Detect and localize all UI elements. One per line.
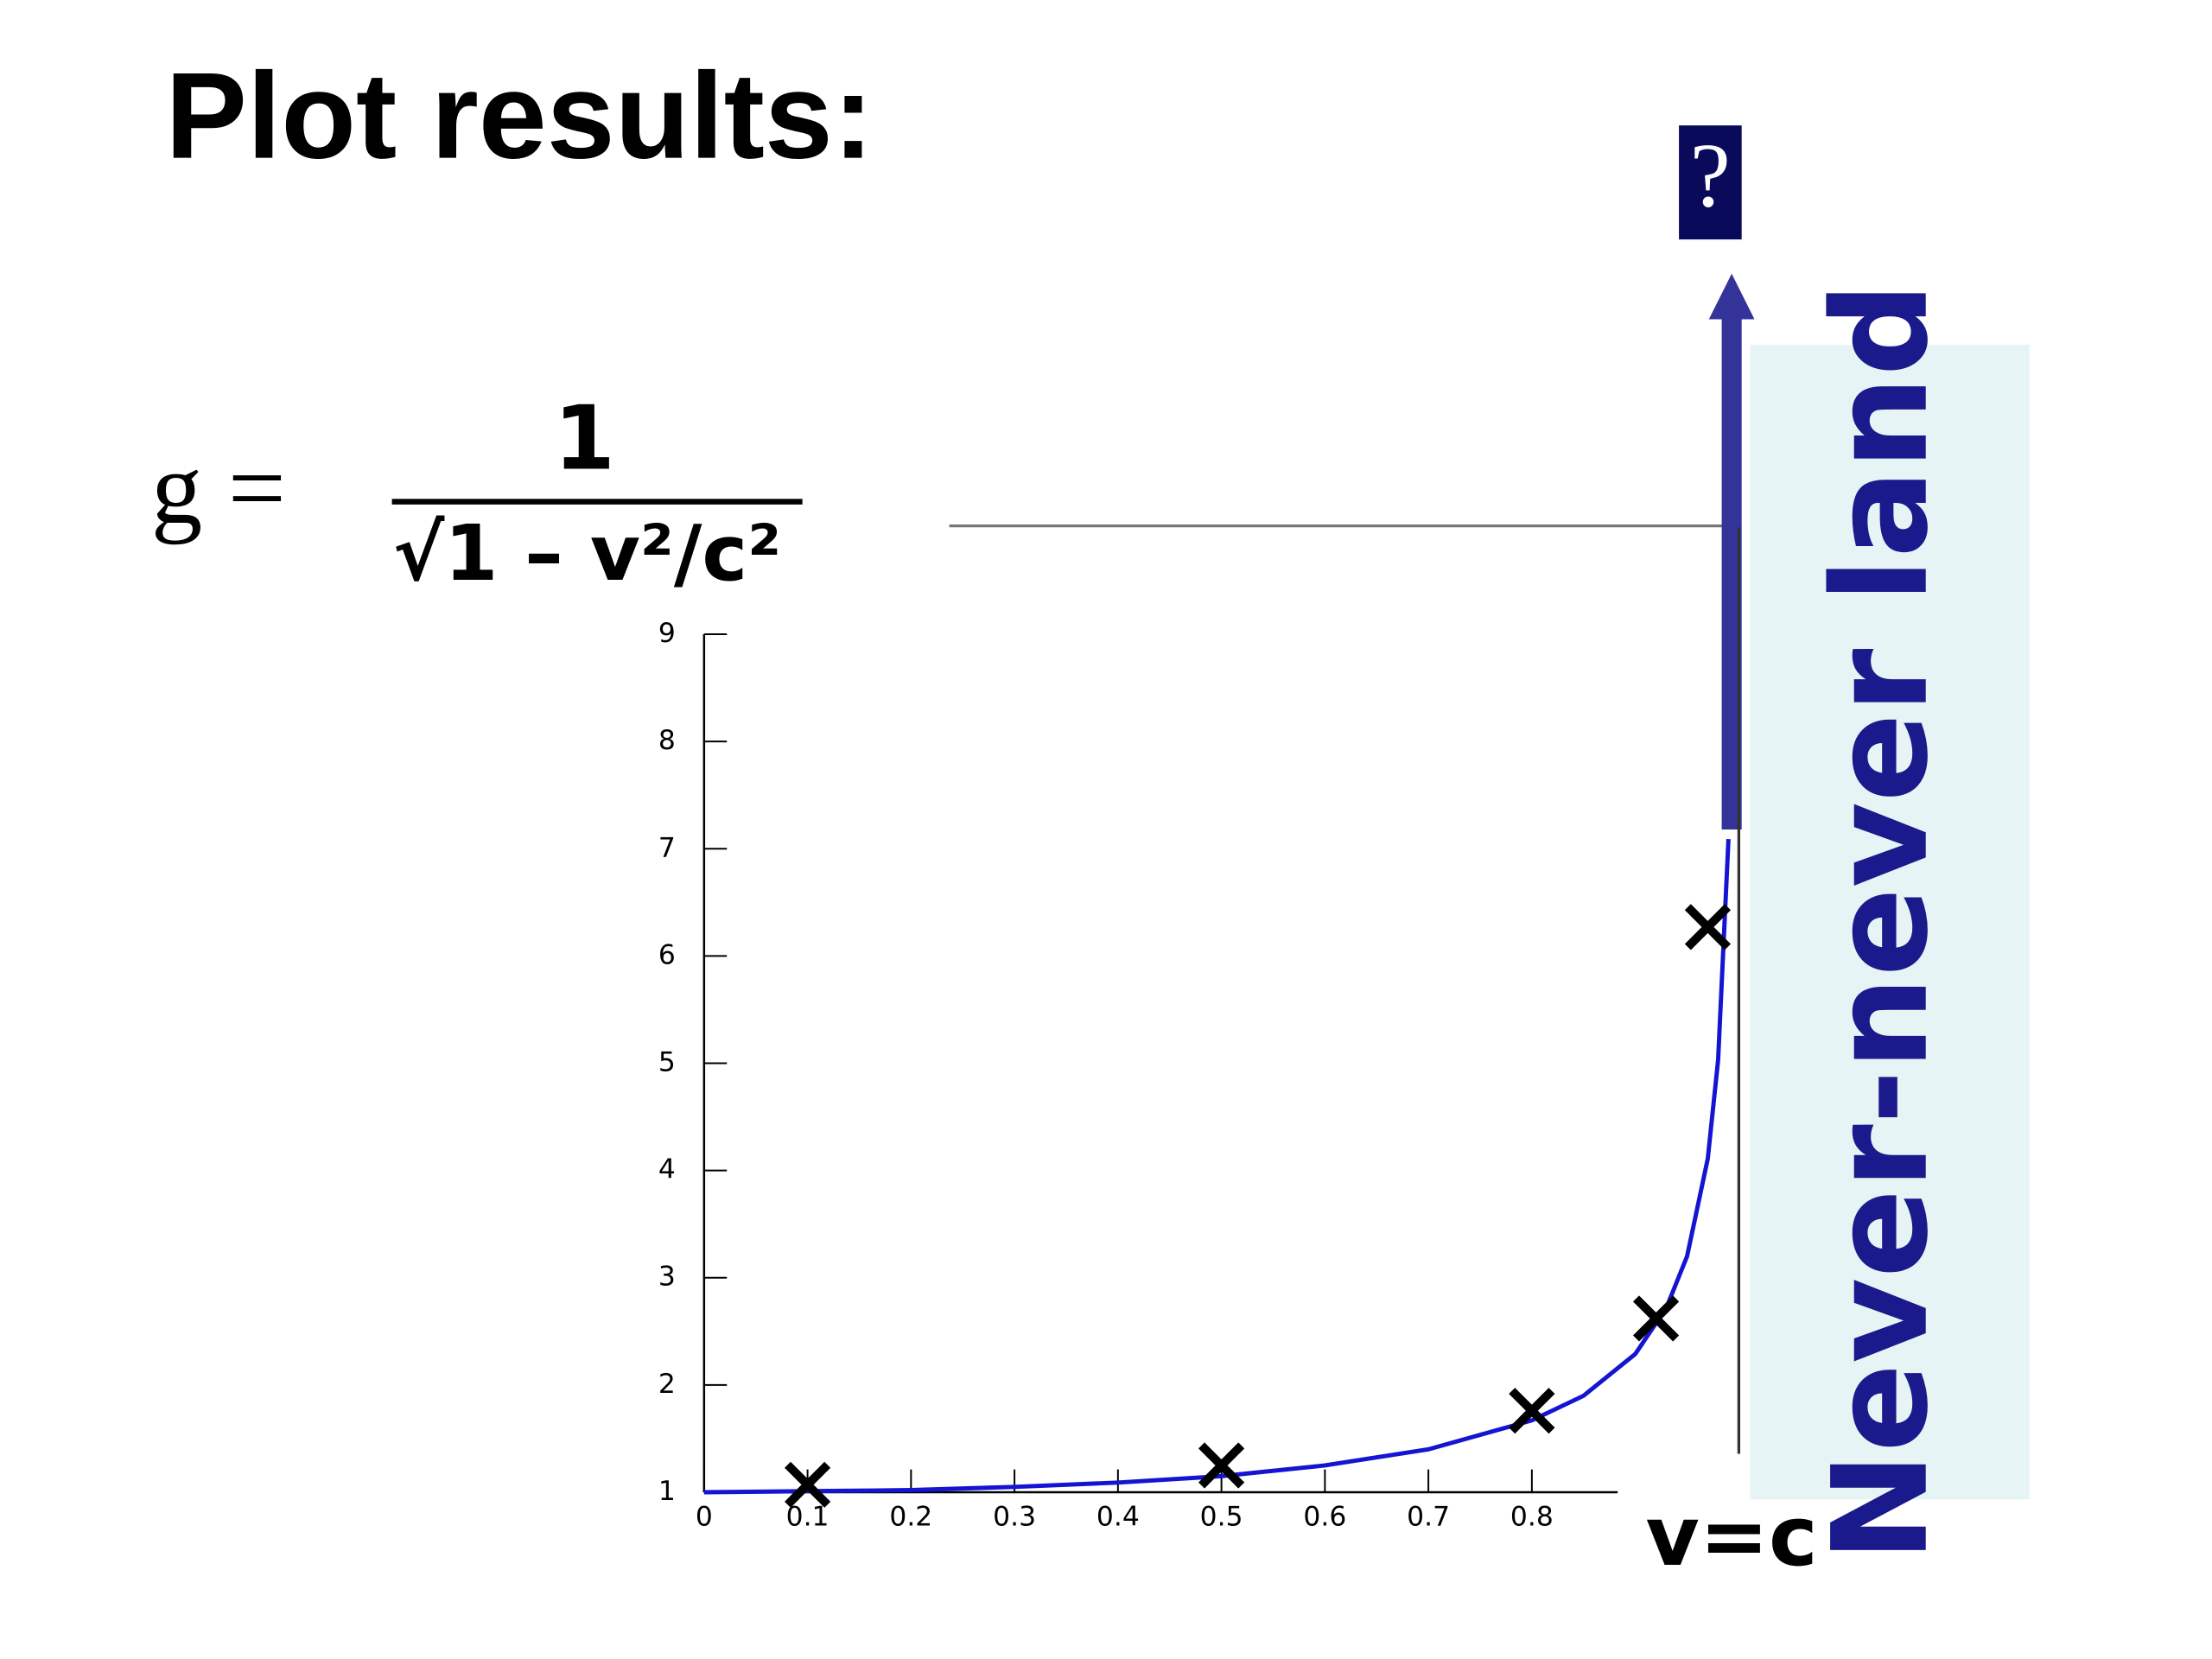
x-tick-label: 0.6 — [1303, 1502, 1346, 1533]
formula-denominator: √1 – v²/c² — [393, 509, 781, 599]
curve — [703, 838, 1731, 1495]
formula-lhs: g = — [151, 431, 286, 545]
y-tick-label: 5 — [658, 1047, 676, 1078]
y-tick-label: 4 — [658, 1154, 676, 1185]
data-point — [1632, 1295, 1680, 1342]
data-point — [1198, 1442, 1245, 1489]
slide-title: Plot results: — [165, 48, 874, 185]
data-point — [785, 1461, 831, 1508]
x-tick-label: 0.8 — [1510, 1502, 1554, 1533]
x-tick-label: 0.5 — [1200, 1502, 1243, 1533]
region-label: Never-never land — [1804, 283, 1957, 1562]
y-tick-label: 3 — [658, 1262, 676, 1293]
data-point — [1684, 904, 1732, 950]
arrow-head — [1708, 273, 1755, 320]
arrow-label-box — [1679, 125, 1742, 240]
plot: 1 2 3 4 5 6 7 8 9 0 0.1 0.2 0.3 0.4 0.5 0.6 0.7 0.8 — [658, 527, 1741, 1533]
x-tick-label: 0.3 — [993, 1502, 1036, 1533]
y-tick-label: 8 — [658, 725, 676, 756]
arrow-label: ? — [1690, 125, 1731, 226]
y-tick-label: 9 — [658, 618, 676, 649]
y-tick-label: 7 — [658, 832, 676, 863]
region-box — [1750, 345, 2030, 1500]
arrow-shaft — [1721, 316, 1742, 830]
x-tick-label: 0.1 — [786, 1502, 830, 1533]
x-tick-label: 0.2 — [889, 1502, 932, 1533]
y-tick-label: 6 — [658, 939, 676, 970]
y-tick-label: 2 — [658, 1369, 676, 1400]
x-tick-label: 0.7 — [1407, 1502, 1450, 1533]
y-tick-label: 1 — [658, 1476, 676, 1507]
x-tick-label: 0.4 — [1096, 1502, 1140, 1533]
x-tick-label: 0 — [696, 1502, 713, 1533]
limit-label: v=c — [1646, 1488, 1818, 1585]
data-point — [1509, 1388, 1555, 1434]
formula-numerator: 1 — [554, 387, 615, 490]
